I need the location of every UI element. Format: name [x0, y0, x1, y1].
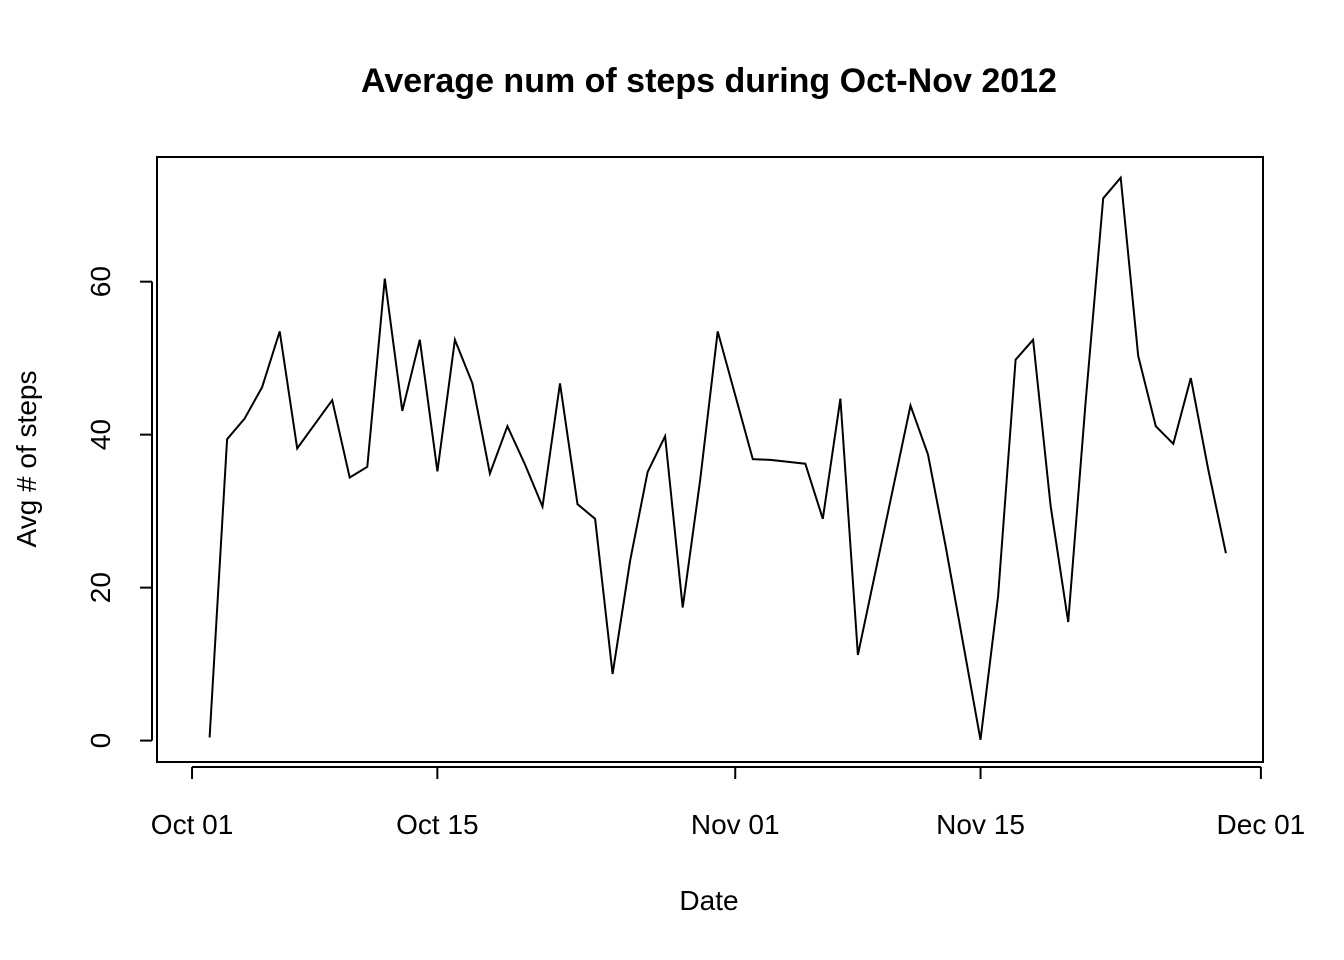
y-tick-label: 40 — [85, 419, 116, 450]
x-axis-label: Date — [679, 885, 738, 916]
chart-title: Average num of steps during Oct-Nov 2012 — [361, 62, 1057, 100]
y-axis-label: Avg # of steps — [11, 371, 42, 548]
x-tick-label: Nov 15 — [936, 809, 1025, 840]
y-tick-label: 0 — [85, 733, 116, 749]
y-tick-label: 60 — [85, 266, 116, 297]
x-tick-label: Nov 01 — [691, 809, 780, 840]
plot-area-frame — [156, 156, 1264, 763]
x-tick-label: Dec 01 — [1217, 809, 1306, 840]
series-line — [208, 175, 1227, 740]
x-axis: Oct 01 Oct 15 Nov 01 Nov 15 Dec 01 — [151, 766, 1306, 840]
x-tick-label: Oct 15 — [396, 809, 478, 840]
x-tick-label: Oct 01 — [151, 809, 233, 840]
y-tick-label: 20 — [85, 572, 116, 603]
y-axis: 0 20 40 60 — [85, 266, 153, 749]
